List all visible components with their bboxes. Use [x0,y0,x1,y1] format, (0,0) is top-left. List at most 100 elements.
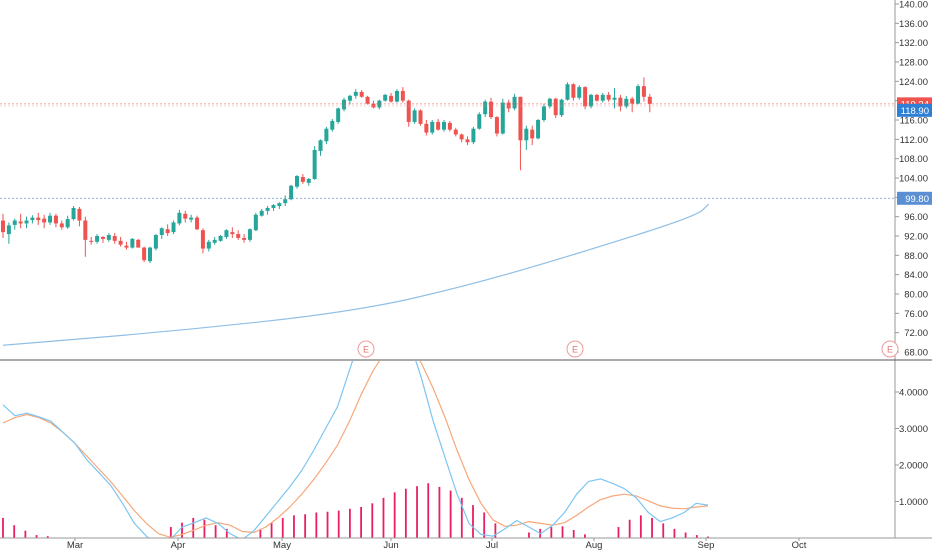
candle [371,100,376,109]
indicator-tick-label: 3.0000 [899,424,928,435]
level-price-label-bg [897,191,932,205]
histogram-bar [673,528,676,538]
candle-body [71,207,76,220]
time-tick-label: Sep [698,540,715,550]
histogram-bar [416,486,418,538]
price-tick-label: 96.00 [904,212,928,223]
candle-body [159,228,164,236]
histogram-bar [695,535,698,538]
time-tick-label: May [273,540,291,550]
histogram-bar [360,506,362,538]
candle [600,92,605,103]
candle [577,85,582,100]
candle [647,93,652,113]
candle-body [471,128,476,143]
candle [430,120,435,135]
candle [77,207,82,227]
candle [536,119,541,140]
candle-body [359,91,364,97]
candle [295,175,299,189]
candle-body [518,96,523,141]
candle-body [624,98,629,107]
candle [177,209,182,226]
second-price-label-bg [897,103,932,117]
earnings-marker-circle [357,340,375,358]
histogram-bar [393,492,396,538]
price-tick-label: 72.00 [904,328,928,339]
time-tick-label: Jul [486,540,498,550]
candle [206,239,211,252]
indicator-tick-label: 2.0000 [899,461,928,472]
candle-body [324,128,329,142]
candle [389,92,394,103]
candle-body [612,97,617,100]
earnings-marker-circle [566,340,584,358]
candle-body [394,91,399,102]
candle-body [300,177,305,182]
candle [259,208,264,217]
candle [289,184,294,201]
earnings-marker-text: E [363,345,369,355]
candle-body [459,134,464,140]
candle [424,120,429,136]
candle [318,139,323,156]
time-tick-label: Mar [67,540,83,550]
earnings-marker: E [881,340,899,358]
histogram-bar [550,527,553,538]
candle-body [512,96,517,109]
candle [612,88,617,109]
candle [71,206,76,221]
candle-body [195,217,200,230]
candle-body [347,95,352,101]
candle-body [253,214,258,231]
time-tick-label: Apr [171,540,186,550]
candle-body [330,120,335,130]
candle-body [59,223,64,228]
candle-body [212,239,217,243]
candle-body [465,139,470,143]
candle [171,220,176,235]
candle [124,241,129,250]
time-tick-label: Aug [586,540,603,550]
candle [624,95,629,109]
candle [112,233,117,244]
candle [183,210,188,223]
candle-body [247,229,252,240]
candle-body [524,128,529,141]
candle [453,127,458,137]
candle-body [100,236,105,239]
candle-body [271,205,276,208]
candle [95,234,100,244]
candlestick-layer [1,77,652,264]
candle-body [148,247,152,262]
candle-body [165,229,170,234]
candle-body [630,98,635,104]
candle-body [647,96,652,104]
candle-body [530,129,535,139]
candle [83,216,88,257]
histogram-bar [371,503,374,538]
histogram-bar [572,529,575,538]
candle-body [83,220,88,240]
candle [300,174,305,184]
candle-body [547,98,552,107]
candle-body [600,94,605,101]
candle-body [442,121,446,130]
price-tick-label: 68.00 [904,348,928,359]
histogram-bar [662,523,665,538]
candle-body [12,220,17,225]
histogram-bar [169,527,172,538]
histogram-bar [225,528,228,538]
candle-body [277,203,282,207]
candle-body [406,100,411,122]
candle-body [377,100,382,108]
histogram-bar [460,497,463,538]
candle-body [447,122,452,130]
candle [1,213,5,238]
candle-body [500,102,505,134]
candle [89,236,94,245]
price-level-lines [0,103,895,199]
candle-body [77,208,82,221]
